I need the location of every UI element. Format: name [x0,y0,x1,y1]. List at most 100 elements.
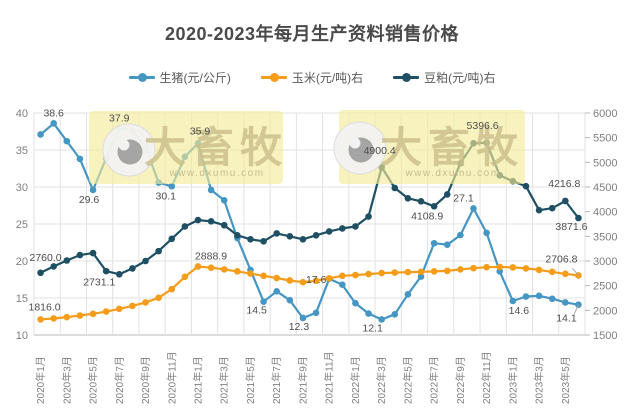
point-pig[interactable] [548,295,556,303]
point-corn[interactable] [155,294,162,302]
point-soybean-meal[interactable] [76,251,84,259]
point-soybean-meal[interactable] [207,217,215,225]
point-soybean-meal[interactable] [102,267,110,275]
point-soybean-meal[interactable] [50,263,57,270]
series-corn[interactable] [37,263,582,323]
point-soybean-meal[interactable] [365,213,372,220]
point-soybean-meal[interactable] [37,269,44,277]
point-pig[interactable] [470,205,477,212]
point-corn[interactable] [299,278,307,286]
point-corn[interactable] [115,305,123,313]
point-corn[interactable] [352,271,359,279]
point-corn[interactable] [142,299,149,306]
point-corn[interactable] [220,266,228,273]
point-corn[interactable] [443,267,451,275]
point-soybean-meal[interactable] [142,257,149,265]
point-corn[interactable] [325,274,333,282]
point-corn[interactable] [76,312,84,319]
point-pig[interactable] [430,239,438,247]
point-pig[interactable] [443,241,451,249]
point-corn[interactable] [207,264,215,271]
point-corn[interactable] [391,269,399,276]
point-corn[interactable] [37,316,44,323]
point-soybean-meal[interactable] [234,232,241,239]
point-corn[interactable] [509,264,517,271]
point-corn[interactable] [338,272,346,280]
point-corn[interactable] [260,272,267,280]
point-soybean-meal[interactable] [443,191,451,198]
point-soybean-meal[interactable] [220,221,228,229]
point-soybean-meal[interactable] [115,270,123,278]
point-soybean-meal[interactable] [260,237,267,245]
point-pig[interactable] [522,293,530,300]
point-corn[interactable] [273,274,281,282]
point-pig[interactable] [207,186,215,194]
point-soybean-meal[interactable] [325,228,333,235]
point-corn[interactable] [457,266,464,273]
point-corn[interactable] [548,268,556,276]
legend-item-pig[interactable]: 生猪(元/公斤) [128,69,231,86]
point-corn[interactable] [194,263,202,270]
point-pig[interactable] [365,310,372,317]
point-corn[interactable] [562,270,569,278]
legend-item-soybean-meal[interactable]: 豆粕(元/吨)右 [393,69,495,86]
point-pig[interactable] [562,299,569,306]
point-corn[interactable] [522,265,530,272]
point-corn[interactable] [234,268,241,275]
legend-item-corn[interactable]: 玉米(元/吨)右 [260,69,363,86]
point-corn[interactable] [247,270,254,277]
point-pig[interactable] [260,298,267,306]
point-soybean-meal[interactable] [575,214,582,222]
point-corn[interactable] [470,264,477,272]
point-corn[interactable] [168,285,176,293]
point-pig[interactable] [509,297,517,305]
point-soybean-meal[interactable] [548,204,556,212]
point-soybean-meal[interactable] [522,182,530,190]
point-soybean-meal[interactable] [312,232,320,239]
point-soybean-meal[interactable] [286,233,294,240]
point-soybean-meal[interactable] [181,223,189,230]
point-pig[interactable] [89,186,97,194]
point-pig[interactable] [168,182,176,190]
point-pig[interactable] [338,281,346,288]
point-corn[interactable] [63,313,71,321]
point-soybean-meal[interactable] [89,249,97,257]
point-soybean-meal[interactable] [417,198,425,205]
point-soybean-meal[interactable] [168,235,176,243]
point-soybean-meal[interactable] [391,184,399,192]
point-corn[interactable] [102,308,110,315]
point-soybean-meal[interactable] [194,216,202,224]
point-corn[interactable] [496,263,504,271]
point-pig[interactable] [37,131,44,138]
point-pig[interactable] [273,288,281,295]
point-pig[interactable] [378,316,385,323]
point-pig[interactable] [483,229,490,237]
point-soybean-meal[interactable] [562,197,569,205]
point-soybean-meal[interactable] [247,235,254,243]
point-corn[interactable] [404,268,412,276]
point-pig[interactable] [50,120,57,127]
point-corn[interactable] [483,263,490,271]
point-pig[interactable] [535,292,543,300]
point-pig[interactable] [76,155,84,163]
point-corn[interactable] [181,273,189,281]
point-corn[interactable] [430,268,438,275]
point-soybean-meal[interactable] [273,230,281,237]
point-pig[interactable] [404,291,412,298]
point-corn[interactable] [535,266,543,274]
point-pig[interactable] [220,197,228,204]
point-pig[interactable] [299,314,307,322]
point-soybean-meal[interactable] [155,247,162,255]
point-pig[interactable] [63,137,71,145]
point-corn[interactable] [129,302,136,310]
point-pig[interactable] [312,309,320,317]
point-corn[interactable] [312,277,320,285]
point-soybean-meal[interactable] [63,257,71,264]
point-soybean-meal[interactable] [338,225,346,232]
point-soybean-meal[interactable] [430,202,438,210]
point-pig[interactable] [417,273,425,280]
point-corn[interactable] [365,270,372,278]
point-corn[interactable] [378,269,385,277]
point-corn[interactable] [89,310,97,318]
point-soybean-meal[interactable] [299,235,307,243]
